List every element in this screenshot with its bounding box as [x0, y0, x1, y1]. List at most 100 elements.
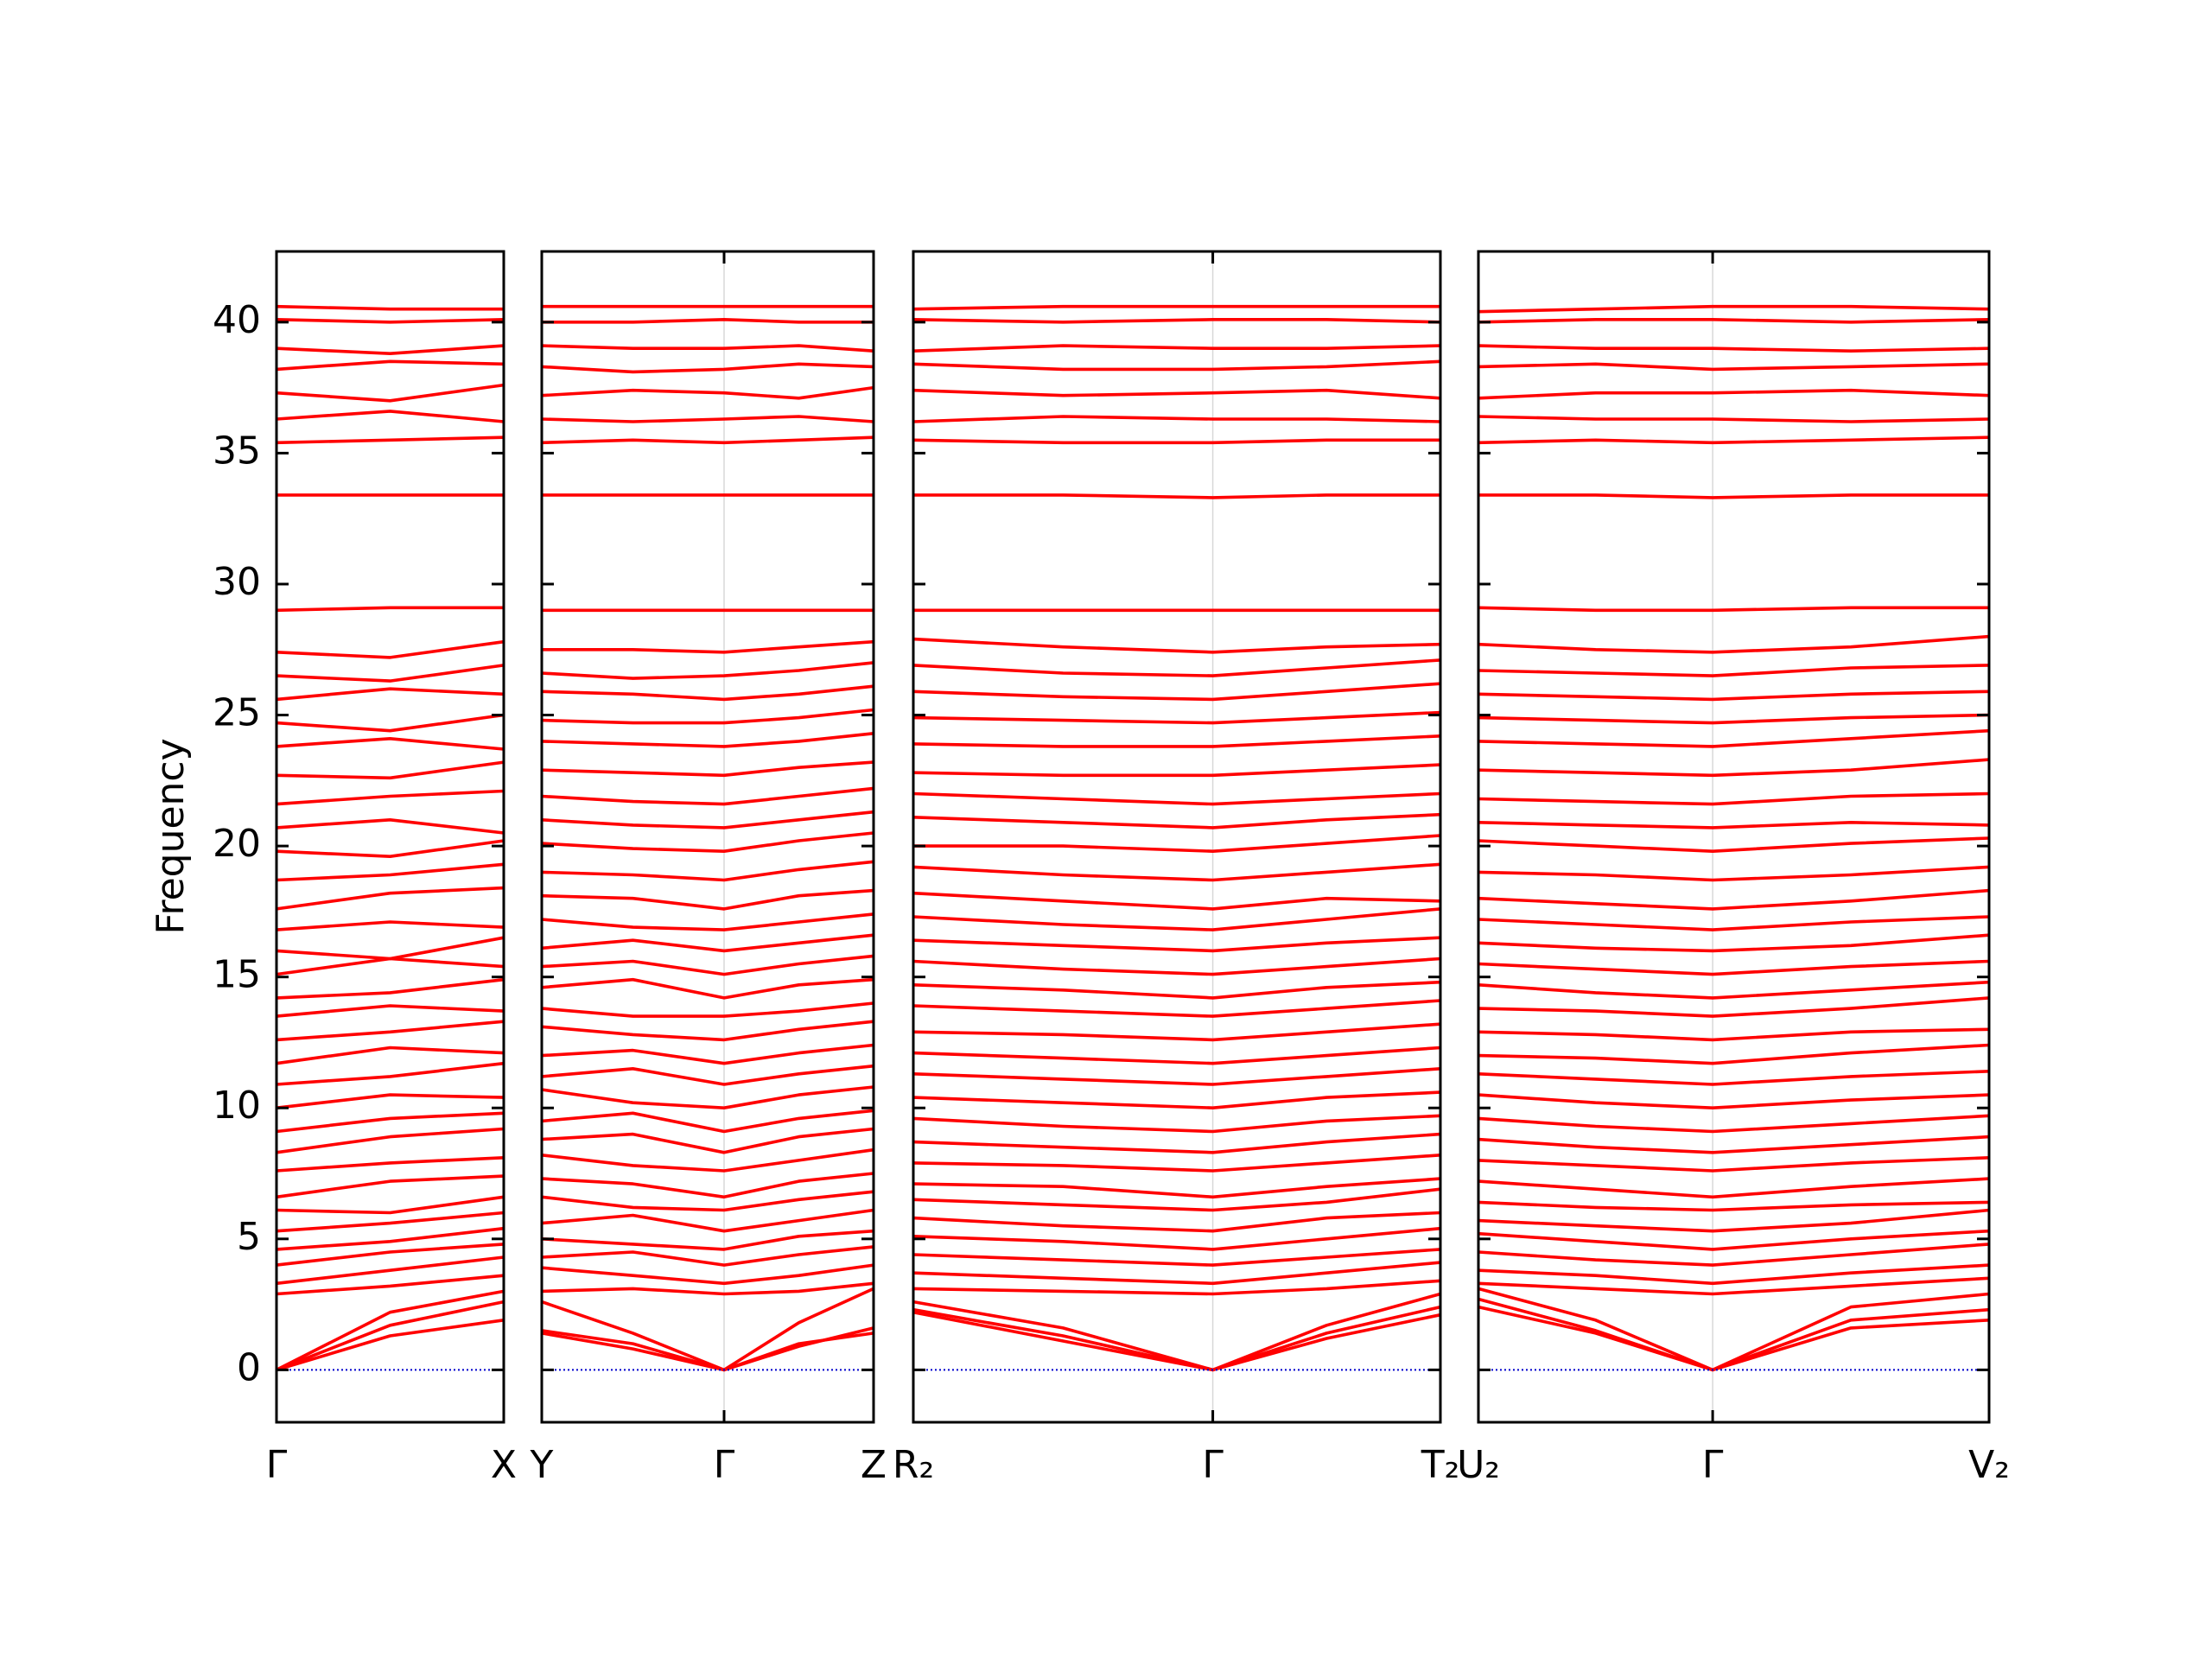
- band-line: [1478, 1263, 1990, 1286]
- band-line: [1478, 865, 1990, 882]
- band-line: [1478, 980, 1990, 1000]
- band-line: [1478, 664, 1990, 677]
- band-line: [912, 1154, 1441, 1173]
- band-line: [1478, 1156, 1990, 1173]
- band-line: [541, 810, 874, 830]
- band-line: [276, 1289, 505, 1372]
- band-line: [912, 359, 1441, 372]
- band-line: [276, 1274, 505, 1296]
- band-line: [912, 1211, 1441, 1233]
- band-line: [1478, 1027, 1990, 1042]
- y-tick-label: 30: [213, 560, 261, 604]
- band-line: [912, 1022, 1441, 1042]
- band-line: [541, 344, 874, 353]
- band-line: [1478, 1229, 1990, 1251]
- band-line: [912, 1177, 1441, 1199]
- band-line: [276, 687, 505, 702]
- band-line: [913, 834, 1441, 853]
- band-line: [276, 1243, 505, 1267]
- band-line: [276, 318, 505, 324]
- band-line: [276, 1004, 505, 1018]
- band-line: [912, 1046, 1441, 1065]
- band-line: [276, 760, 505, 780]
- band-line: [541, 888, 874, 911]
- band-line: [912, 907, 1441, 931]
- band-line: [1478, 1243, 1990, 1267]
- band-line: [541, 1085, 874, 1109]
- x-tick-label: V₂: [1968, 1443, 2010, 1487]
- band-line: [912, 936, 1441, 953]
- band-line: [912, 318, 1441, 324]
- panel-frame: [1477, 250, 1991, 1424]
- band-line: [276, 1211, 505, 1233]
- band-line: [1478, 1208, 1990, 1233]
- band-line: [541, 760, 874, 778]
- band-line: [276, 1319, 505, 1372]
- band-line: [912, 304, 1440, 311]
- panel-frame: [912, 250, 1442, 1424]
- band-line: [276, 1156, 505, 1173]
- x-tick-label: Γ: [1702, 1443, 1724, 1487]
- band-line: [912, 763, 1441, 778]
- y-tick-label: 5: [237, 1215, 261, 1259]
- band-line: [276, 713, 505, 733]
- band-line: [912, 1114, 1441, 1134]
- band-line: [912, 1248, 1441, 1267]
- band-line: [1478, 1276, 1990, 1296]
- band-line: [1478, 791, 1990, 806]
- band-line: [276, 304, 504, 311]
- band-line: [276, 1093, 505, 1109]
- band-line: [1478, 821, 1990, 830]
- band-line: [1478, 1135, 1990, 1154]
- band-line: [1478, 996, 1990, 1018]
- band-line: [1478, 415, 1990, 423]
- band-line: [276, 664, 505, 683]
- band-line: [541, 786, 874, 806]
- band-line: [541, 1147, 874, 1173]
- band-line: [541, 977, 874, 1000]
- band-line: [912, 862, 1441, 882]
- band-line: [912, 891, 1441, 911]
- band-line: [276, 1046, 505, 1065]
- x-tick-label: Γ: [1202, 1443, 1224, 1487]
- band-line: [276, 1226, 505, 1251]
- y-tick-label: 20: [213, 822, 261, 866]
- band-line: [912, 1226, 1441, 1251]
- band-line: [276, 977, 505, 1000]
- band-line: [912, 415, 1441, 423]
- band-line: [276, 1061, 505, 1086]
- band-line: [276, 1111, 505, 1134]
- band-line: [1478, 959, 1990, 976]
- x-tick-label: R₂: [893, 1443, 934, 1487]
- band-line: [1478, 690, 1990, 702]
- band-line: [1478, 606, 1989, 613]
- band-line: [276, 862, 505, 882]
- band-line: [541, 1172, 874, 1199]
- band-line: [276, 383, 505, 403]
- band-line: [276, 1195, 505, 1215]
- band-line: [1478, 836, 1990, 853]
- band-line: [1478, 344, 1990, 353]
- band-line: [276, 606, 504, 613]
- band-line: [1478, 634, 1990, 654]
- band-line: [1478, 1177, 1990, 1199]
- y-tick-label: 35: [213, 429, 261, 473]
- panel-frame: [540, 250, 875, 1424]
- band-line: [276, 435, 505, 445]
- band-line: [276, 886, 505, 911]
- band-line: [541, 1064, 874, 1086]
- band-line: [541, 1127, 874, 1154]
- x-tick-label: Γ: [266, 1443, 288, 1487]
- band-line: [1478, 758, 1990, 778]
- y-axis-label: Frequency: [149, 738, 193, 934]
- band-line: [912, 999, 1441, 1018]
- band-line: [1478, 1070, 1990, 1086]
- band-line: [1478, 713, 1990, 725]
- band-line: [912, 1261, 1441, 1286]
- band-line: [912, 658, 1441, 677]
- band-line: [276, 344, 505, 355]
- band-line: [1478, 933, 1990, 953]
- x-tick-label: X: [491, 1443, 517, 1487]
